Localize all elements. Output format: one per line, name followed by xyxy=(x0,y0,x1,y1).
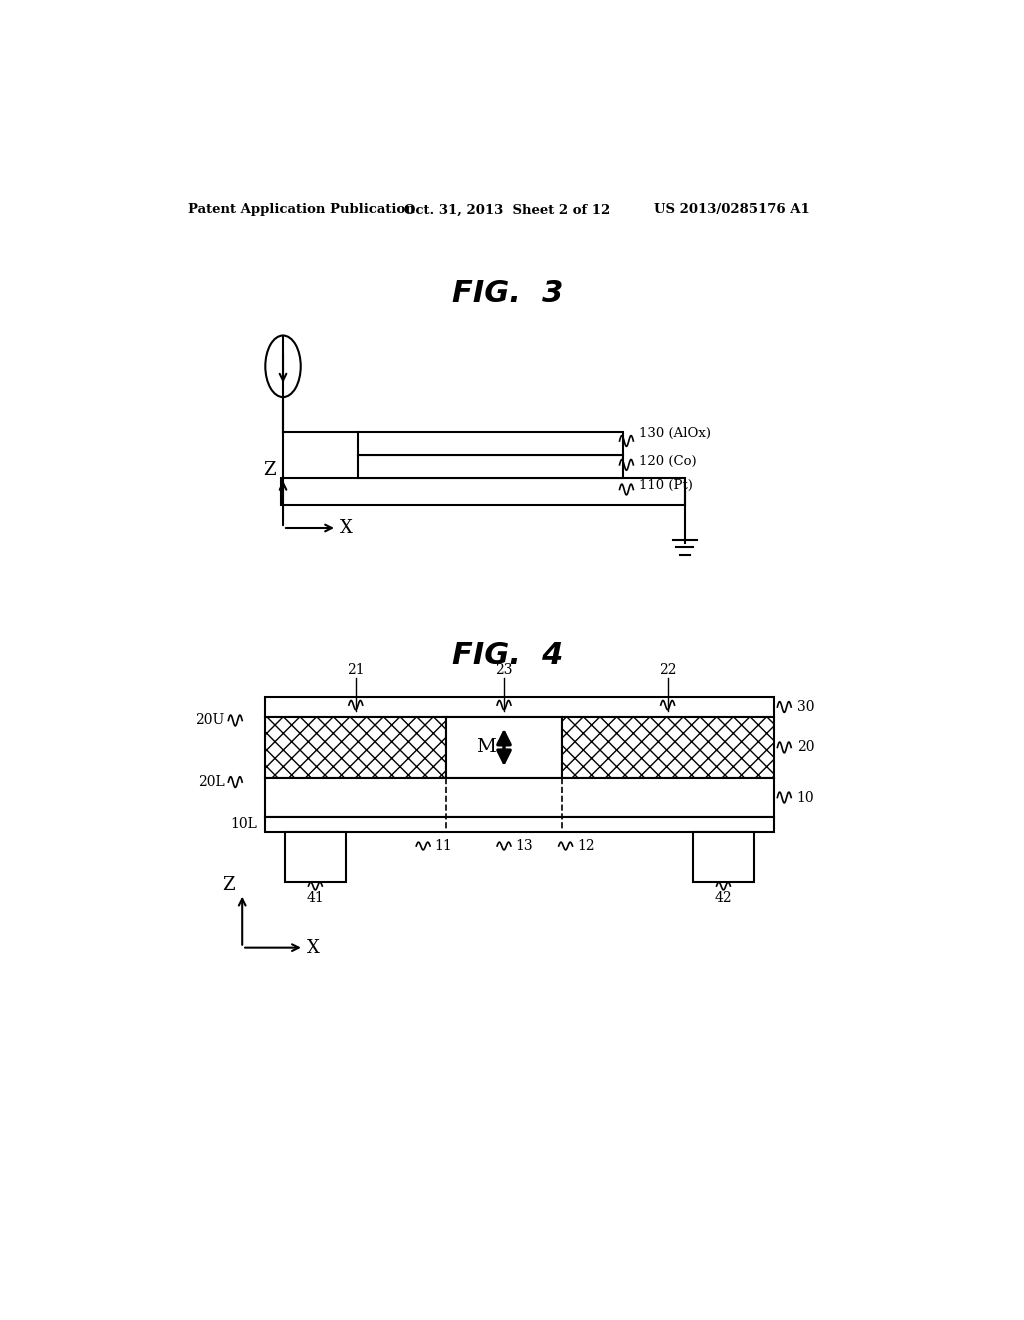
Text: Oct. 31, 2013  Sheet 2 of 12: Oct. 31, 2013 Sheet 2 of 12 xyxy=(403,203,610,216)
Text: M: M xyxy=(475,738,496,756)
Bar xyxy=(265,779,773,817)
Text: 10L: 10L xyxy=(230,817,258,832)
Bar xyxy=(285,832,346,882)
Bar xyxy=(265,817,773,832)
Text: 20L: 20L xyxy=(198,775,224,789)
Bar xyxy=(357,432,624,455)
Bar xyxy=(265,717,446,779)
Text: 11: 11 xyxy=(435,840,453,853)
Text: 23: 23 xyxy=(496,664,513,677)
Text: US 2013/0285176 A1: US 2013/0285176 A1 xyxy=(654,203,810,216)
Text: 22: 22 xyxy=(658,664,677,677)
Bar xyxy=(692,832,755,882)
Bar xyxy=(446,717,562,779)
Text: 30: 30 xyxy=(797,700,814,714)
Bar xyxy=(265,697,773,717)
Text: 42: 42 xyxy=(715,891,732,904)
Text: 120 (Co): 120 (Co) xyxy=(639,454,696,467)
Text: 10: 10 xyxy=(797,791,814,804)
Text: 21: 21 xyxy=(347,664,365,677)
Text: Z: Z xyxy=(222,875,234,894)
Text: Z: Z xyxy=(263,461,275,479)
Text: 110 (Pt): 110 (Pt) xyxy=(639,479,692,492)
Bar xyxy=(357,455,624,478)
Text: X: X xyxy=(306,939,319,957)
Text: 20: 20 xyxy=(797,741,814,755)
Text: 130 (AlOx): 130 (AlOx) xyxy=(639,426,711,440)
Text: 12: 12 xyxy=(578,840,595,853)
Text: 20U: 20U xyxy=(196,714,224,727)
Text: FIG.  4: FIG. 4 xyxy=(453,640,563,669)
Text: Patent Application Publication: Patent Application Publication xyxy=(188,203,415,216)
Text: X: X xyxy=(340,519,352,537)
Bar xyxy=(562,717,773,779)
Text: FIG.  3: FIG. 3 xyxy=(453,279,563,308)
Text: 41: 41 xyxy=(306,891,325,904)
Bar xyxy=(281,478,685,506)
Text: 13: 13 xyxy=(515,840,534,853)
